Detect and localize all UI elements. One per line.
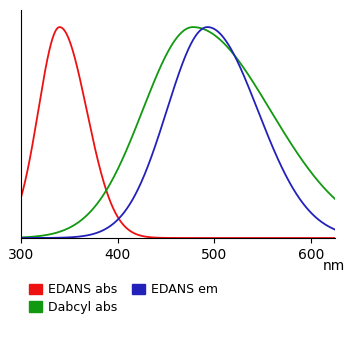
Legend: EDANS abs, Dabcyl abs, EDANS em: EDANS abs, Dabcyl abs, EDANS em [24,278,223,319]
Text: nm: nm [322,259,345,273]
